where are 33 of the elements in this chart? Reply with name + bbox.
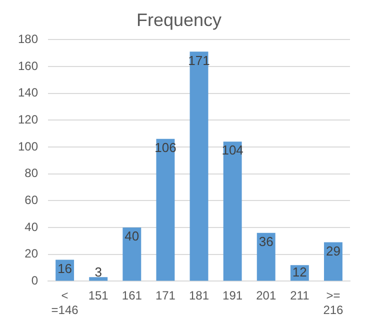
y-tick-label: 140: [18, 86, 38, 100]
bar: [156, 138, 175, 281]
x-tick-label: 191: [222, 288, 243, 303]
y-tick-label: 20: [24, 246, 38, 261]
bar: [223, 142, 242, 281]
x-tick-label: >= 216: [323, 288, 344, 318]
data-label: 16: [58, 260, 72, 276]
x-tick-label: 211: [290, 288, 310, 303]
bar: [89, 277, 108, 281]
bar: [324, 242, 342, 281]
data-label: 36: [258, 234, 274, 249]
chart-title: Frequency: [136, 10, 222, 30]
data-label: 29: [326, 243, 340, 258]
x-tick-label: < =146: [51, 288, 79, 318]
y-tick-label: 120: [18, 112, 38, 126]
data-label: 3: [94, 264, 102, 280]
x-tick-label: 171: [155, 288, 176, 303]
data-label: 12: [292, 264, 307, 280]
x-tick-label: 181: [188, 288, 210, 303]
bar: [256, 232, 276, 281]
x-tick-label: 161: [122, 288, 142, 303]
y-tick-label: 0: [31, 274, 38, 288]
y-tick-label: 40: [24, 220, 38, 234]
y-tick-label: 100: [18, 139, 38, 154]
y-tick-label: 60: [24, 192, 38, 207]
y-tick-label: 180: [18, 32, 38, 46]
x-tick-label: 151: [88, 288, 109, 303]
y-tick-label: 160: [18, 58, 38, 73]
bar: [122, 228, 142, 281]
y-tick-label: 80: [24, 166, 38, 180]
data-label: 40: [124, 228, 140, 244]
x-tick-label: 201: [256, 288, 276, 303]
bar: [190, 52, 208, 281]
